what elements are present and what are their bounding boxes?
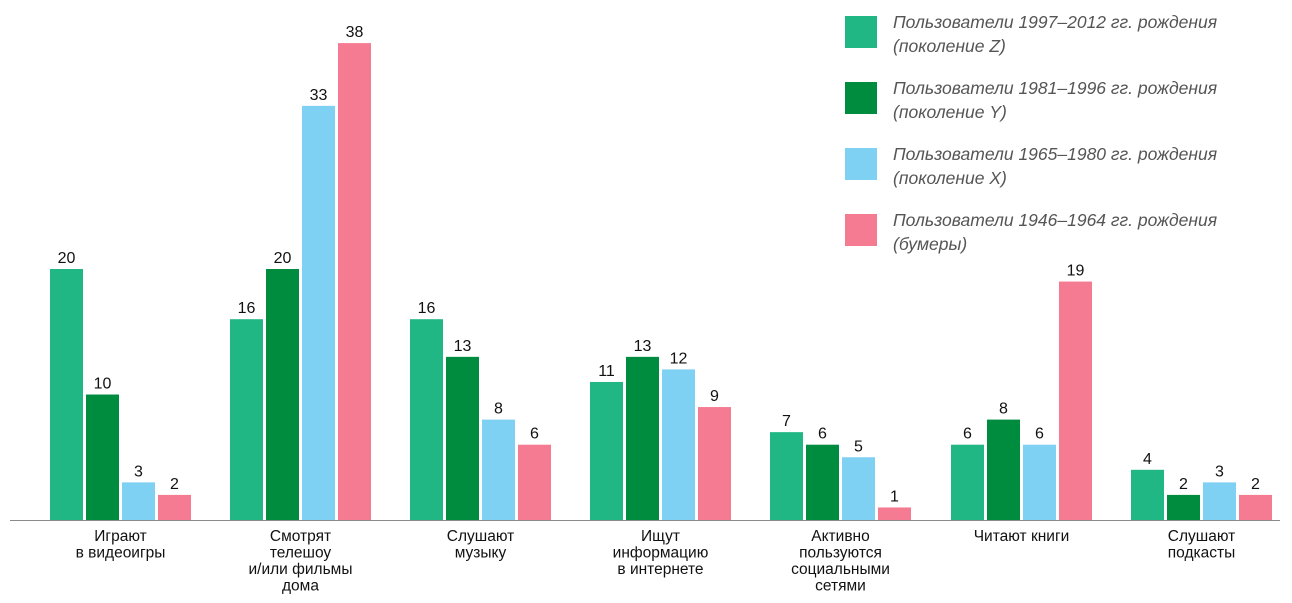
bar-gen-y-1: [266, 269, 299, 520]
bar-value-label-gen-z-1: 16: [238, 300, 256, 317]
category-label-1: Смотрят телешоу и/или фильмы дома: [249, 528, 353, 595]
bar-value-label-gen-y-3: 13: [634, 338, 652, 355]
bar-gen-y-2: [446, 356, 479, 520]
bar-value-label-gen-y-0: 10: [94, 376, 112, 393]
category-label-2: Слушают музыку: [447, 528, 514, 562]
bar-value-label-gen-y-2: 13: [454, 338, 472, 355]
category-label-0: Играют в видеоигры: [76, 528, 166, 562]
bar-gen-z-1: [230, 319, 263, 520]
bar-gen-x-4: [842, 457, 875, 520]
bar-boomers-1: [338, 43, 371, 520]
category-label-4: Активно пользуются социальными сетями: [791, 528, 890, 595]
bar-gen-z-6: [1131, 469, 1164, 520]
bar-gen-x-1: [302, 105, 335, 520]
category-label-6: Слушают подкасты: [1168, 528, 1235, 562]
bar-value-label-gen-z-5: 6: [963, 426, 972, 443]
legend-label-gen-x: Пользователи 1965–1980 гг. рождения (пок…: [893, 144, 1218, 188]
bar-value-label-gen-z-4: 7: [782, 413, 791, 430]
bar-gen-y-6: [1167, 494, 1200, 520]
bar-value-label-gen-y-4: 6: [818, 426, 827, 443]
bar-boomers-3: [698, 407, 731, 520]
bar-value-label-gen-x-2: 8: [494, 401, 503, 418]
bar-gen-y-5: [987, 419, 1020, 520]
category-label-3: Ищут информацию в интернете: [613, 528, 709, 578]
bar-value-label-boomers-0: 2: [170, 476, 179, 493]
bar-value-label-boomers-6: 2: [1251, 476, 1260, 493]
bar-value-label-gen-z-2: 16: [418, 300, 436, 317]
category-label-5: Читают книги: [974, 528, 1070, 545]
bar-value-label-gen-z-6: 4: [1143, 451, 1152, 468]
bar-value-label-boomers-5: 19: [1067, 263, 1085, 280]
legend-label-gen-y: Пользователи 1981–1996 гг. рождения (пок…: [893, 78, 1218, 122]
bar-value-label-gen-x-5: 6: [1035, 426, 1044, 443]
bar-value-label-boomers-1: 38: [346, 24, 364, 41]
legend-swatch-gen-x: [845, 148, 877, 180]
bar-gen-x-6: [1203, 482, 1236, 520]
bar-value-label-boomers-3: 9: [710, 388, 719, 405]
bar-value-label-gen-x-6: 3: [1215, 463, 1224, 480]
bar-gen-z-4: [770, 432, 803, 520]
bar-value-label-gen-x-1: 33: [310, 87, 328, 104]
bar-gen-z-3: [590, 381, 623, 520]
bar-value-label-gen-y-5: 8: [999, 401, 1008, 418]
bar-value-label-gen-z-0: 20: [58, 250, 76, 267]
bar-gen-y-3: [626, 356, 659, 520]
bar-value-label-gen-x-0: 3: [134, 463, 143, 480]
bar-gen-x-2: [482, 419, 515, 520]
bar-gen-x-5: [1023, 444, 1056, 520]
bar-gen-x-0: [122, 482, 155, 520]
bar-value-label-gen-x-3: 12: [670, 350, 688, 367]
bar-boomers-0: [158, 494, 191, 520]
bar-gen-z-2: [410, 319, 443, 520]
bar-gen-y-4: [806, 444, 839, 520]
legend: Пользователи 1997–2012 гг. рождения (пок…: [845, 10, 1290, 274]
bar-gen-z-0: [50, 269, 83, 520]
bar-value-label-boomers-2: 6: [530, 426, 539, 443]
legend-label-boomers: Пользователи 1946–1964 гг. рождения (бум…: [893, 210, 1218, 254]
legend-label-gen-z: Пользователи 1997–2012 гг. рождения (пок…: [893, 12, 1218, 56]
bar-value-label-gen-z-3: 11: [598, 363, 615, 380]
legend-item-gen-z: Пользователи 1997–2012 гг. рождения (пок…: [845, 10, 1290, 76]
bar-gen-z-5: [951, 444, 984, 520]
bar-gen-y-0: [86, 394, 119, 520]
legend-swatch-gen-z: [845, 16, 877, 48]
bar-value-label-boomers-4: 1: [890, 488, 899, 505]
legend-item-boomers: Пользователи 1946–1964 гг. рождения (бум…: [845, 208, 1290, 274]
bar-boomers-2: [518, 444, 551, 520]
legend-swatch-gen-y: [845, 82, 877, 114]
bar-boomers-4: [878, 507, 911, 520]
legend-item-gen-y: Пользователи 1981–1996 гг. рождения (пок…: [845, 76, 1290, 142]
bar-boomers-6: [1239, 494, 1272, 520]
bar-gen-x-3: [662, 369, 695, 520]
legend-swatch-boomers: [845, 214, 877, 246]
bar-value-label-gen-x-4: 5: [854, 438, 863, 455]
legend-item-gen-x: Пользователи 1965–1980 гг. рождения (пок…: [845, 142, 1290, 208]
bar-value-label-gen-y-1: 20: [274, 250, 292, 267]
bar-value-label-gen-y-6: 2: [1179, 476, 1188, 493]
bar-boomers-5: [1059, 281, 1092, 520]
